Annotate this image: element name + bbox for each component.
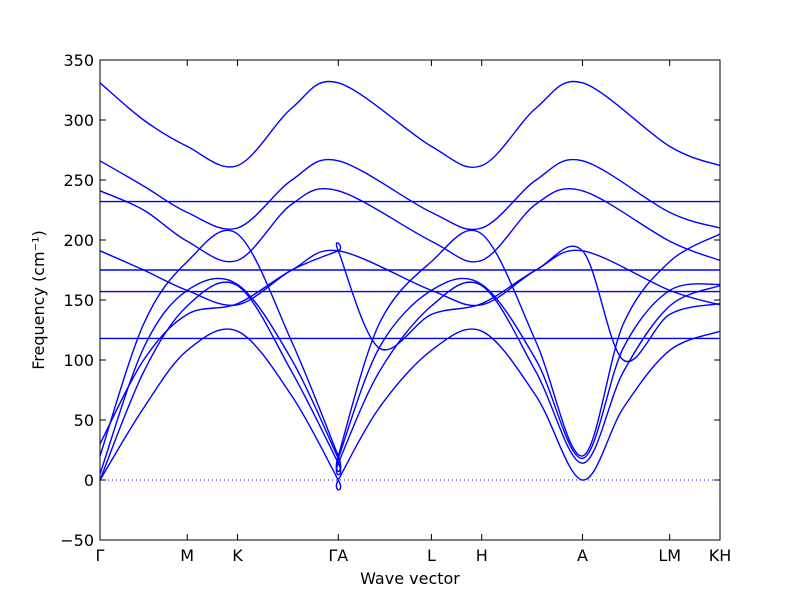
x-tick-label: KH: [709, 546, 732, 565]
y-tick-label: 200: [63, 231, 94, 250]
band-line-13: [99, 80, 721, 168]
x-tick-label: M: [180, 546, 194, 565]
y-tick-label: −50: [60, 531, 94, 550]
x-axis: Γ M K ΓA L H A LM KH: [96, 60, 732, 565]
band-line-9: [99, 249, 721, 307]
band-line-5: [99, 242, 721, 445]
y-tick-label: 0: [84, 471, 94, 490]
y-axis-label: Frequency (cm⁻¹): [29, 230, 48, 369]
x-tick-label: LM: [658, 546, 681, 565]
y-axis: −50 0 50 100 150 200 250 300 350: [60, 51, 720, 550]
x-tick-label: A: [577, 546, 588, 565]
x-tick-label: Γ: [96, 546, 105, 565]
band-line-11: [99, 187, 721, 263]
x-axis-label: Wave vector: [360, 569, 460, 588]
bands-layer: [99, 80, 721, 491]
y-tick-label: 350: [63, 51, 94, 70]
band-line-12: [99, 158, 721, 231]
y-tick-label: 250: [63, 171, 94, 190]
x-tick-label: K: [232, 546, 243, 565]
y-tick-label: 300: [63, 111, 94, 130]
x-tick-label: L: [427, 546, 436, 565]
y-tick-label: 100: [63, 351, 94, 370]
x-tick-label: H: [476, 546, 488, 565]
y-tick-label: 150: [63, 291, 94, 310]
band-line-4: [99, 229, 721, 473]
y-tick-label: 50: [74, 411, 94, 430]
x-tick-label: ΓA: [328, 546, 348, 565]
band-line-1: [99, 328, 721, 491]
